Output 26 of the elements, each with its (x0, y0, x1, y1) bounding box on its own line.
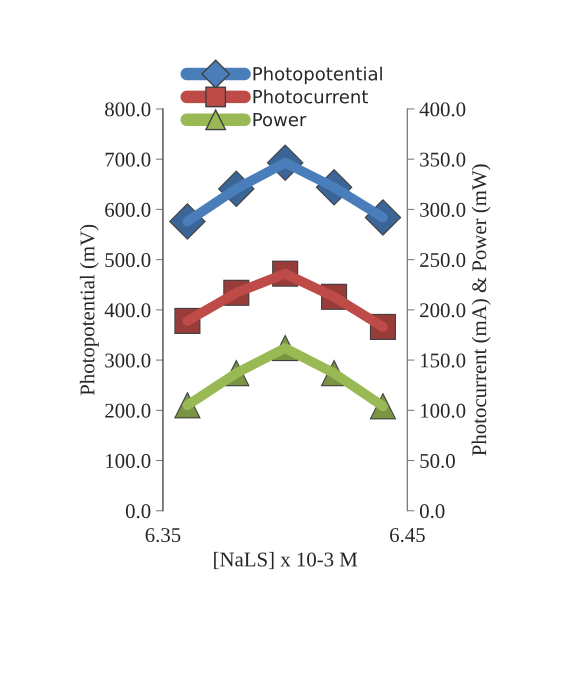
legend-label: Photopotential (254, 66, 382, 84)
y-tick-label: 600.0 (105, 202, 150, 217)
legend-label: Power (254, 112, 306, 126)
y-tick-label: 800.0 (105, 102, 150, 116)
y2-tick-label: 350.0 (420, 152, 466, 167)
y-axis-title: Photopotential (mV) (80, 224, 99, 396)
y2-tick-label: 400.0 (420, 102, 466, 116)
y2-tick-label: 100.0 (421, 404, 466, 418)
y2-tick-label: 50.0 (420, 454, 455, 468)
x-axis-title: [NaLS] x 10-3 M (214, 552, 358, 570)
y2-tick-label: 250.0 (420, 253, 466, 268)
y-tick-label: 300.0 (105, 353, 150, 368)
y2-tick-label: 200.0 (420, 303, 466, 318)
y2-tick-label: 150.0 (421, 353, 466, 368)
y2-tick-label: 300.0 (420, 202, 466, 217)
y2-axis-title: Photocurrent (mA) & Power (mW) (472, 164, 491, 456)
y-tick-label: 200.0 (105, 404, 150, 418)
y-tick-label: 500.0 (105, 253, 150, 268)
y-tick-label: 0.0 (126, 504, 150, 518)
x-tick-label: 6.35 (146, 528, 180, 542)
legend-label: Photocurrent (254, 90, 368, 104)
y-tick-label: 400.0 (104, 303, 150, 318)
y2-tick-label: 0.0 (420, 504, 444, 518)
y-tick-label: 700.0 (106, 152, 150, 167)
y-tick-label: 100.0 (106, 454, 150, 468)
x-tick-label: 6.45 (390, 528, 425, 542)
